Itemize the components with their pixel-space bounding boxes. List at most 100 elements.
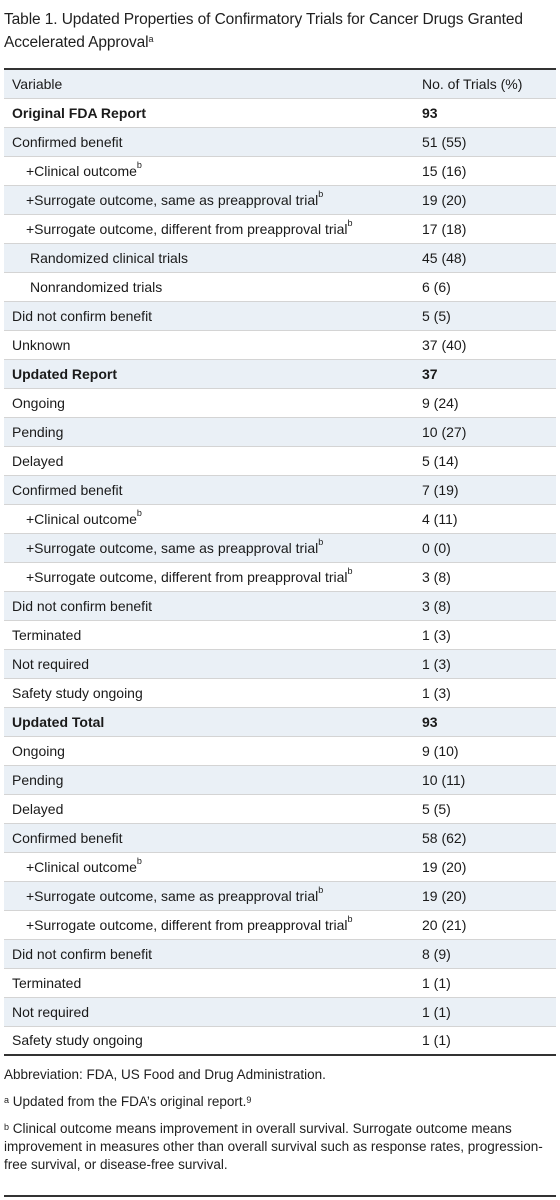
- row-label: Pending: [12, 423, 64, 440]
- row-label-cell: Confirmed benefit: [4, 475, 414, 505]
- row-label-cell: +Surrogate outcome, same as preapproval …: [4, 185, 414, 215]
- table-row: Confirmed benefit 7 (19): [4, 475, 556, 505]
- row-label-cell: Confirmed benefit: [4, 823, 414, 853]
- row-value: 19 (20): [414, 881, 556, 911]
- row-label-cell: +Clinical outcomeb: [4, 504, 414, 534]
- row-footnote-mark: b: [136, 507, 142, 518]
- row-label: +Surrogate outcome, different from preap…: [26, 568, 348, 585]
- table-row: +Surrogate outcome, same as preapproval …: [4, 881, 556, 911]
- row-label: +Clinical outcome: [26, 858, 137, 875]
- table-row: Confirmed benefit 58 (62): [4, 823, 556, 853]
- row-label: Nonrandomized trials: [30, 278, 163, 295]
- row-label: Not required: [12, 1003, 90, 1020]
- trials-table-wrapper: Variable No. of Trials (%) Original FDA …: [4, 68, 556, 1056]
- header-trials: No. of Trials (%): [414, 68, 556, 99]
- bottom-rule: [4, 1195, 556, 1197]
- row-label: Confirmed benefit: [12, 133, 123, 150]
- row-label: +Surrogate outcome, same as preapproval …: [26, 191, 319, 208]
- row-value: 10 (11): [414, 765, 556, 795]
- footnote-a-ref: 9: [246, 1095, 252, 1105]
- row-value: 4 (11): [414, 504, 556, 534]
- row-value: 93: [414, 97, 556, 128]
- table-row: Pending 10 (11): [4, 765, 556, 795]
- trials-table: Variable No. of Trials (%) Original FDA …: [4, 68, 556, 1056]
- row-label: Updated Total: [12, 713, 105, 730]
- row-label-cell: +Surrogate outcome, different from preap…: [4, 562, 414, 592]
- row-value: 5 (5): [414, 794, 556, 824]
- table-row: Ongoing 9 (10): [4, 736, 556, 766]
- row-label-cell: Did not confirm benefit: [4, 301, 414, 331]
- row-label-cell: Confirmed benefit: [4, 127, 414, 157]
- table-row: +Surrogate outcome, same as preapproval …: [4, 185, 556, 215]
- row-footnote-mark: b: [347, 913, 353, 924]
- table-row: Ongoing 9 (24): [4, 388, 556, 418]
- row-value: 93: [414, 706, 556, 737]
- row-label-cell: Updated Total: [4, 706, 414, 737]
- row-footnote-mark: b: [318, 536, 324, 547]
- table-row: Safety study ongoing 1 (3): [4, 678, 556, 708]
- row-value: 0 (0): [414, 533, 556, 563]
- row-label-cell: Terminated: [4, 620, 414, 650]
- row-value: 19 (20): [414, 185, 556, 215]
- row-label: +Clinical outcome: [26, 162, 137, 179]
- row-label-cell: +Surrogate outcome, different from preap…: [4, 910, 414, 940]
- row-label: +Surrogate outcome, different from preap…: [26, 916, 348, 933]
- row-label-cell: Safety study ongoing: [4, 678, 414, 708]
- row-label-cell: Not required: [4, 997, 414, 1027]
- row-value: 1 (1): [414, 968, 556, 998]
- footnote-b: b Clinical outcome means improvement in …: [4, 1120, 554, 1174]
- table-row: Delayed 5 (14): [4, 446, 556, 476]
- table-row: +Surrogate outcome, different from preap…: [4, 214, 556, 244]
- title-footnote-mark: a: [148, 34, 154, 44]
- row-value: 1 (3): [414, 678, 556, 708]
- row-value: 9 (10): [414, 736, 556, 766]
- table-row: Randomized clinical trials 45 (48): [4, 243, 556, 273]
- row-label: Unknown: [12, 336, 71, 353]
- row-value: 58 (62): [414, 823, 556, 853]
- footnote-a-text: Updated from the FDA’s original report.: [12, 1094, 247, 1109]
- row-label: Safety study ongoing: [12, 684, 143, 701]
- row-label-cell: +Surrogate outcome, same as preapproval …: [4, 533, 414, 563]
- row-label-cell: Nonrandomized trials: [4, 272, 414, 302]
- row-label: Terminated: [12, 626, 82, 643]
- header-variable: Variable: [4, 68, 414, 99]
- table-title: Table 1. Updated Properties of Confirmat…: [4, 8, 554, 54]
- row-label-cell: Ongoing: [4, 736, 414, 766]
- abbreviation-note: Abbreviation: FDA, US Food and Drug Admi…: [4, 1067, 326, 1082]
- table-row: Terminated 1 (3): [4, 620, 556, 650]
- row-label-cell: +Surrogate outcome, different from preap…: [4, 214, 414, 244]
- row-value: 1 (1): [414, 1026, 556, 1056]
- row-label-cell: Terminated: [4, 968, 414, 998]
- table-row: Terminated 1 (1): [4, 968, 556, 998]
- row-label-cell: Unknown: [4, 330, 414, 360]
- table-row: Confirmed benefit 51 (55): [4, 127, 556, 157]
- row-label-cell: Pending: [4, 765, 414, 795]
- row-footnote-mark: b: [347, 217, 353, 228]
- row-label: Original FDA Report: [12, 104, 147, 121]
- table-row: Nonrandomized trials 6 (6): [4, 272, 556, 302]
- table-header-row: Variable No. of Trials (%): [4, 68, 556, 99]
- row-label-cell: Delayed: [4, 446, 414, 476]
- row-label-cell: Safety study ongoing: [4, 1026, 414, 1056]
- row-label-cell: Updated Report: [4, 358, 414, 389]
- row-label: +Surrogate outcome, same as preapproval …: [26, 887, 319, 904]
- table-section-row: Updated Report 37: [4, 358, 556, 389]
- table-title-text: Table 1. Updated Properties of Confirmat…: [4, 11, 523, 51]
- row-value: 6 (6): [414, 272, 556, 302]
- row-value: 3 (8): [414, 591, 556, 621]
- row-label: Confirmed benefit: [12, 481, 123, 498]
- row-label: Delayed: [12, 800, 64, 817]
- footnote-a: a Updated from the FDA’s original report…: [4, 1093, 554, 1111]
- row-label-cell: Not required: [4, 649, 414, 679]
- table-row: +Clinical outcomeb 15 (16): [4, 156, 556, 186]
- row-value: 5 (14): [414, 446, 556, 476]
- row-label: Delayed: [12, 452, 64, 469]
- row-footnote-mark: b: [318, 188, 324, 199]
- table-row: Safety study ongoing 1 (1): [4, 1026, 556, 1056]
- table-row: +Clinical outcomeb 19 (20): [4, 852, 556, 882]
- table-section-row: Updated Total 93: [4, 706, 556, 737]
- row-label: +Clinical outcome: [26, 510, 137, 527]
- row-value: 5 (5): [414, 301, 556, 331]
- table-body: Original FDA Report 93 Confirmed benefit 51…: [4, 97, 556, 1056]
- table-section-row: Original FDA Report 93: [4, 97, 556, 128]
